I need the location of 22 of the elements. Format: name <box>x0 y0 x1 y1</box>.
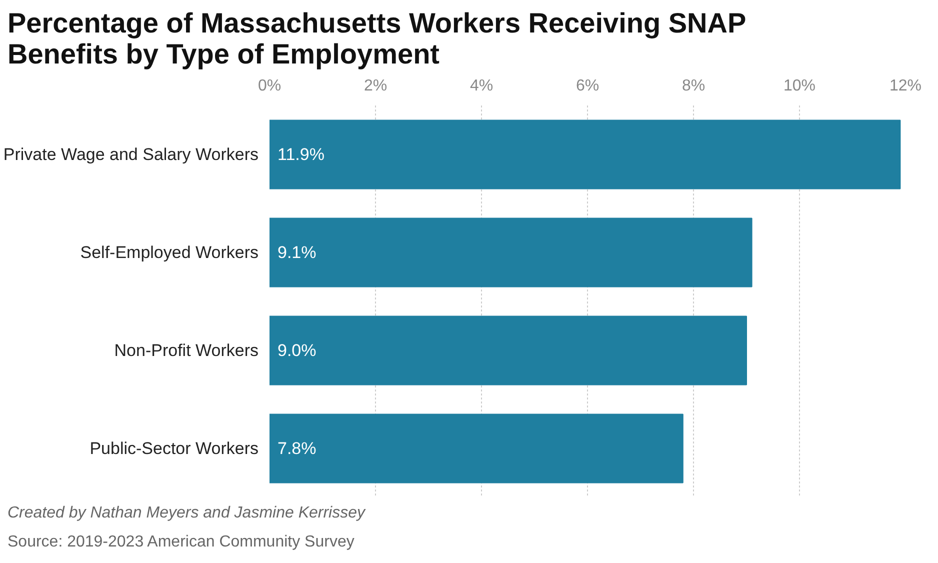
x-tick-label: 4% <box>470 78 494 94</box>
data-label: 7.8% <box>278 439 316 458</box>
x-tick-label: 2% <box>364 78 388 94</box>
bar <box>270 316 747 386</box>
data-label: 9.1% <box>278 243 316 262</box>
data-label: 11.9% <box>278 145 324 164</box>
x-tick-label: 12% <box>889 78 922 94</box>
text: Created by Nathan Meyers and Jasmine Kerrissey <box>8 504 366 522</box>
chart-title: Percentage of Massachusetts Workers Receiving SNAP Benefits by Type of Employment <box>8 8 746 70</box>
source-note: Source: 2019-2023 American Community Survey <box>8 534 354 550</box>
y-tick-label: Non-Profit Workers <box>114 341 258 360</box>
bar <box>270 414 684 484</box>
x-tick-label: 10% <box>783 78 816 94</box>
y-tick-label: Public-Sector Workers <box>90 439 259 458</box>
x-tick-label: 6% <box>576 78 600 94</box>
data-label: 9.0% <box>278 341 316 360</box>
bar <box>270 120 901 190</box>
x-tick-label: 0% <box>258 78 282 94</box>
y-tick-label: Self-Employed Workers <box>80 243 259 262</box>
bar <box>270 218 752 288</box>
y-tick-label: Private Wage and Salary Workers <box>3 145 259 164</box>
x-tick-label: 8% <box>682 78 706 94</box>
